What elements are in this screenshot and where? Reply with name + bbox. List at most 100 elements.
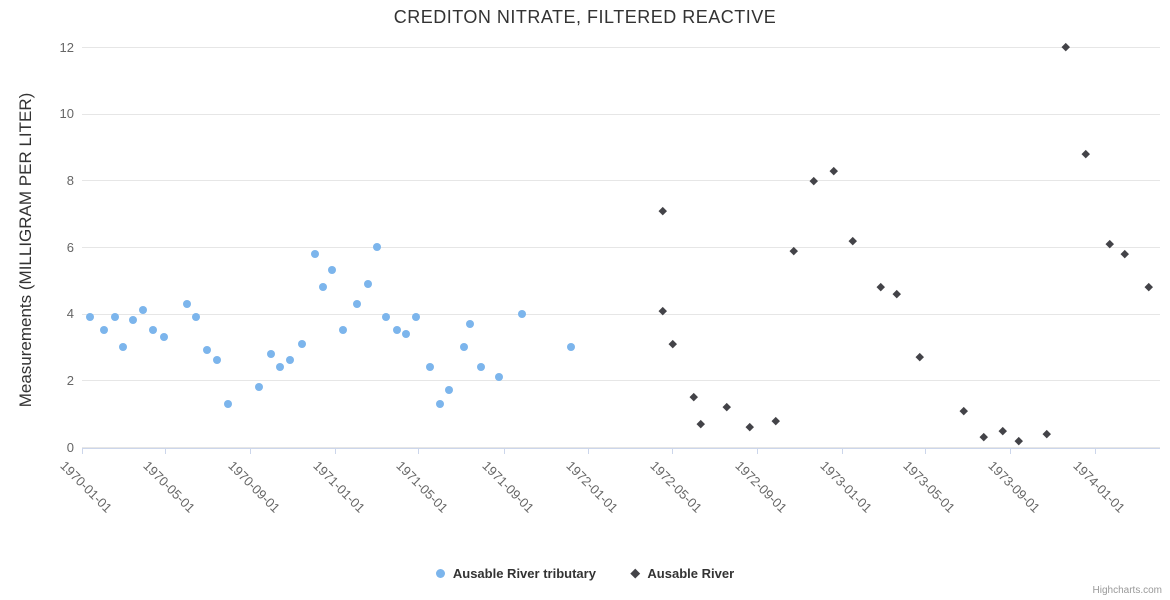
data-point-tributary[interactable] (412, 313, 421, 321)
data-point-tributary[interactable] (192, 313, 201, 321)
data-point-tributary[interactable] (460, 343, 468, 351)
data-point-river[interactable] (980, 433, 988, 441)
data-point-river[interactable] (697, 419, 705, 428)
x-axis-tick (1010, 449, 1012, 454)
data-point-tributary[interactable] (139, 306, 147, 315)
data-point-tributary[interactable] (129, 316, 138, 325)
legend: Ausable River tributary Ausable River (0, 560, 1170, 586)
data-point-river[interactable] (745, 423, 754, 431)
y-gridline (82, 313, 1160, 315)
data-point-tributary[interactable] (435, 399, 444, 408)
y-gridline (82, 447, 1160, 448)
y-gridline (82, 113, 1160, 115)
y-axis-label: 2 (66, 372, 74, 388)
y-gridline (82, 380, 1160, 382)
data-point-tributary[interactable] (86, 313, 95, 321)
data-point-river[interactable] (998, 426, 1007, 435)
legend-label: Ausable River (647, 565, 735, 581)
x-axis-label: 1974-01-01 (1070, 458, 1128, 516)
data-point-river[interactable] (771, 416, 780, 425)
data-point-river[interactable] (668, 339, 677, 348)
data-point-tributary[interactable] (182, 299, 191, 308)
data-point-river[interactable] (722, 403, 731, 411)
data-point-tributary[interactable] (213, 356, 222, 365)
data-point-river[interactable] (1014, 436, 1023, 445)
x-axis-tick (503, 449, 505, 454)
data-point-tributary[interactable] (518, 309, 527, 318)
x-axis-label: 1970-05-01 (140, 458, 199, 516)
data-point-tributary[interactable] (444, 386, 453, 395)
data-point-tributary[interactable] (392, 326, 401, 335)
data-point-tributary[interactable] (298, 339, 307, 348)
data-point-river[interactable] (1145, 283, 1153, 291)
x-axis-label: 1970-01-01 (57, 458, 116, 516)
data-point-tributary[interactable] (118, 343, 127, 351)
data-point-river[interactable] (1081, 149, 1090, 158)
data-point-tributary[interactable] (566, 343, 575, 351)
data-point-tributary[interactable] (426, 363, 435, 371)
data-point-tributary[interactable] (285, 356, 294, 365)
x-axis-label: 1970-09-01 (225, 458, 284, 516)
data-point-tributary[interactable] (148, 326, 157, 335)
legend-label: Ausable River tributary (452, 565, 596, 581)
data-point-tributary[interactable] (402, 329, 411, 338)
data-point-river[interactable] (849, 236, 857, 245)
legend-item-ausable-river-tributary[interactable]: Ausable River tributary (435, 565, 596, 581)
chart-title: CREDITON NITRATE, FILTERED REACTIVE (393, 7, 777, 27)
y-axis-label: 10 (59, 106, 74, 122)
circle-marker-icon (435, 568, 445, 578)
data-point-tributary[interactable] (159, 333, 168, 341)
data-point-river[interactable] (892, 289, 901, 298)
x-axis-tick (671, 449, 673, 454)
x-axis-tick (335, 449, 337, 454)
x-axis-label: 1971-09-01 (478, 458, 537, 516)
data-point-river[interactable] (1043, 429, 1051, 438)
data-point-river[interactable] (916, 353, 925, 361)
x-axis-label: 1973-09-01 (985, 458, 1044, 516)
data-point-river[interactable] (876, 283, 885, 291)
data-point-tributary[interactable] (255, 383, 264, 391)
x-axis-label: 1972-05-01 (647, 458, 706, 516)
data-point-tributary[interactable] (100, 326, 109, 335)
data-point-tributary[interactable] (363, 279, 372, 288)
data-point-tributary[interactable] (224, 399, 233, 408)
data-point-tributary[interactable] (327, 266, 336, 275)
data-point-tributary[interactable] (310, 249, 319, 258)
data-point-tributary[interactable] (202, 346, 211, 355)
data-point-tributary[interactable] (494, 373, 503, 381)
data-point-river[interactable] (959, 406, 968, 415)
data-point-river[interactable] (659, 206, 667, 215)
data-point-river[interactable] (829, 166, 838, 175)
data-point-tributary[interactable] (275, 363, 284, 371)
y-gridline (82, 47, 1160, 48)
x-axis-tick (588, 449, 590, 454)
y-axis-label: 0 (66, 439, 74, 455)
data-point-tributary[interactable] (318, 283, 327, 291)
x-axis-tick (841, 449, 843, 454)
x-axis-label: 1972-01-01 (563, 458, 622, 516)
data-point-tributary[interactable] (381, 313, 390, 321)
y-gridline (82, 247, 1160, 248)
x-axis-tick (165, 449, 167, 454)
x-axis-tick (250, 449, 252, 454)
y-gridline (82, 180, 1160, 182)
data-point-tributary[interactable] (110, 313, 119, 321)
data-point-river[interactable] (1120, 249, 1129, 258)
data-point-tributary[interactable] (372, 243, 381, 251)
data-point-tributary[interactable] (266, 349, 275, 358)
x-axis-tick (925, 449, 927, 454)
data-point-tributary[interactable] (339, 326, 348, 335)
data-point-tributary[interactable] (476, 363, 485, 371)
data-point-tributary[interactable] (466, 319, 475, 328)
credits-link[interactable]: Highcharts.com (1092, 585, 1162, 596)
x-axis-line (82, 448, 1160, 449)
x-axis-label: 1973-01-01 (817, 458, 875, 516)
data-point-river[interactable] (689, 393, 698, 401)
data-point-river[interactable] (1061, 43, 1070, 51)
y-axis-label: 8 (66, 172, 74, 188)
data-point-river[interactable] (810, 176, 818, 185)
legend-item-ausable-river[interactable]: Ausable River (630, 566, 734, 581)
data-point-tributary[interactable] (353, 299, 362, 308)
diamond-marker-icon (630, 568, 640, 578)
y-axis-label: 4 (66, 306, 74, 322)
